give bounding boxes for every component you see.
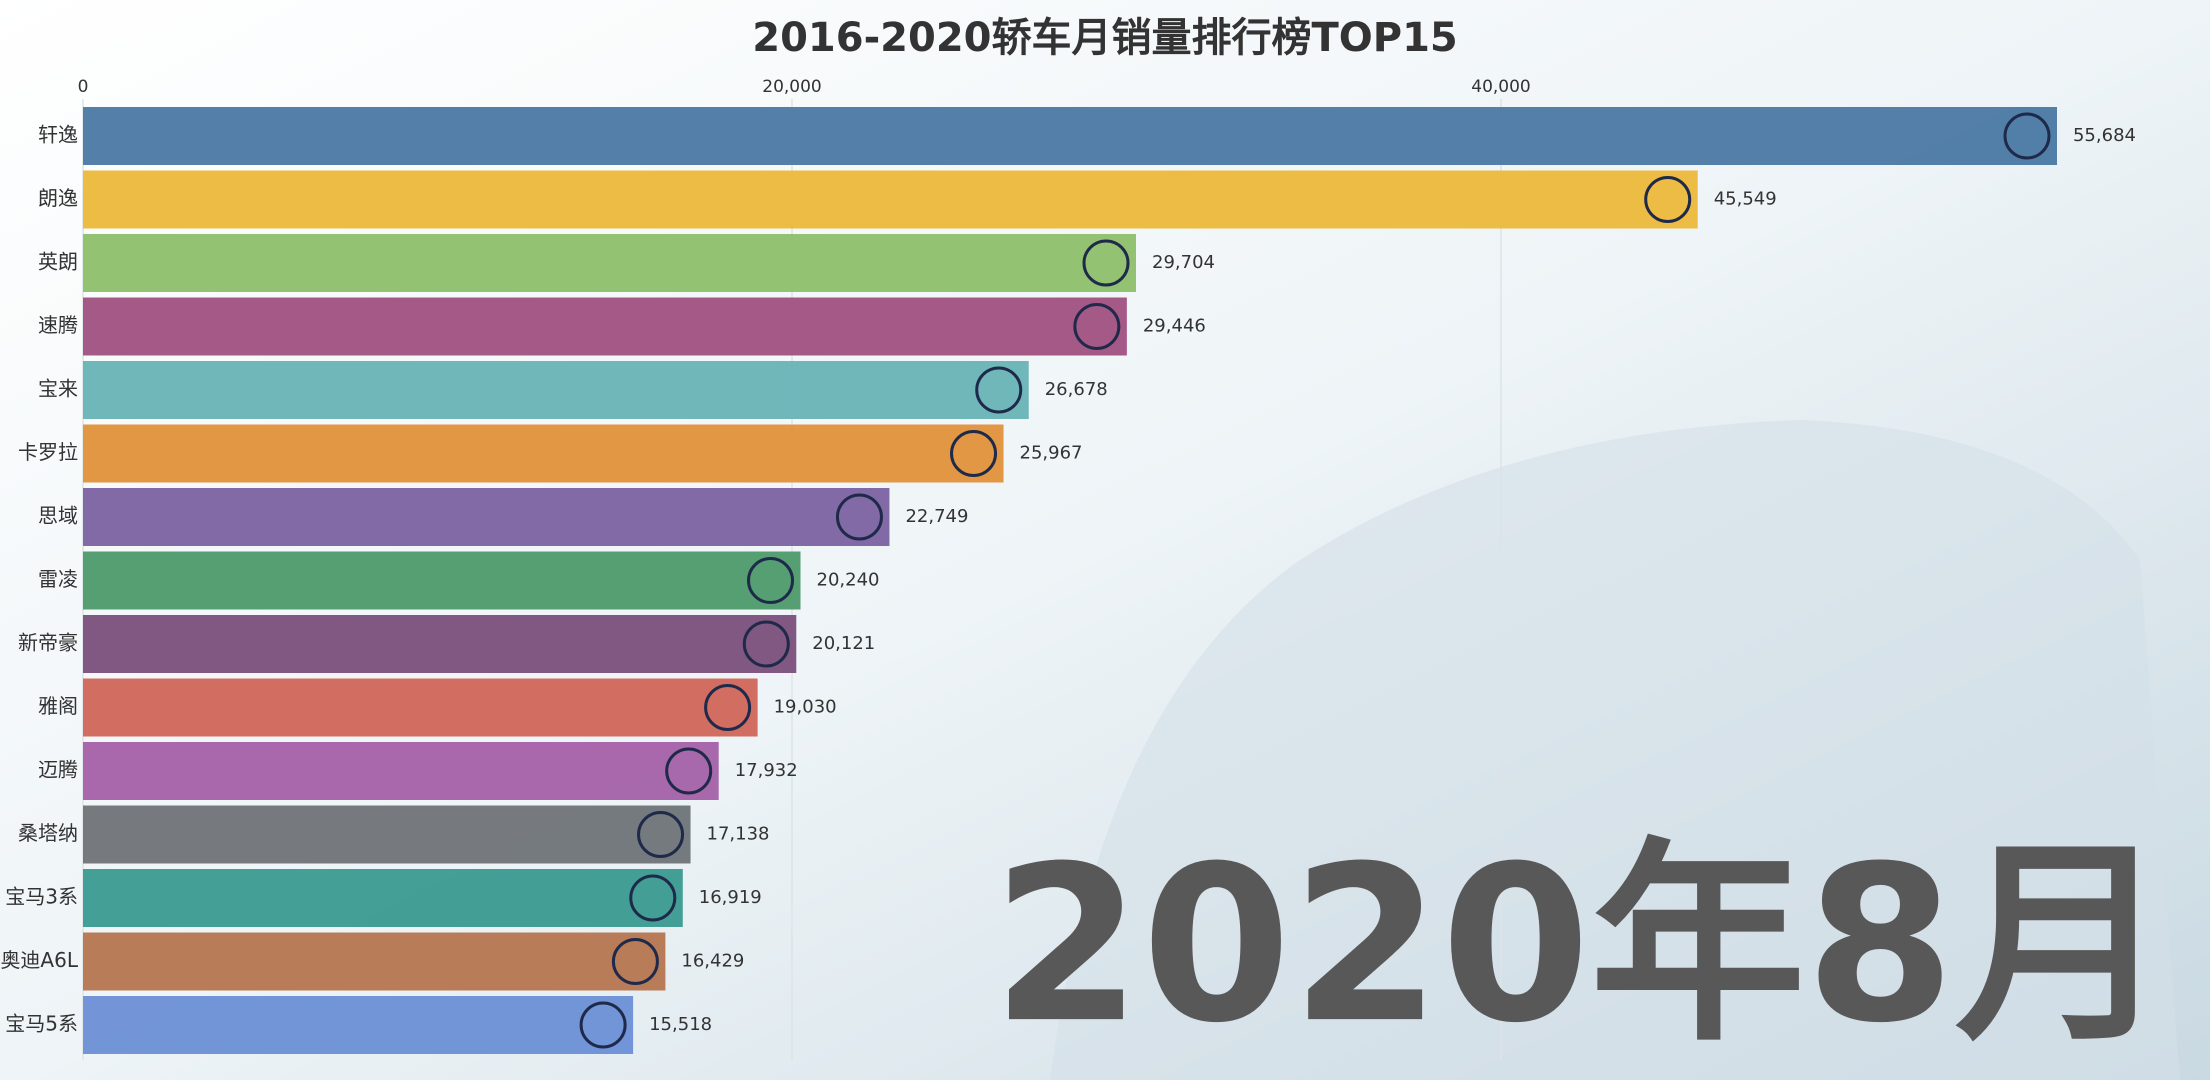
bar [83,678,758,737]
bar [83,297,1127,356]
value-label: 22,749 [905,506,968,527]
category-label: 轩逸 [38,123,78,147]
chart-title: 2016-2020轿车月销量排行榜TOP15 [752,15,1458,61]
bar [83,551,801,610]
bar [83,932,666,991]
brand-logo [1644,176,1692,223]
bar [83,361,1029,419]
brand-logo [611,938,659,985]
brand-logo [1082,239,1130,287]
category-label: 宝马3系 [5,885,78,909]
value-label: 20,121 [812,633,875,654]
category-label: 新帝豪 [18,631,78,655]
value-label: 55,684 [2073,125,2136,146]
value-label: 15,518 [649,1014,712,1035]
brand-logo [2003,112,2051,160]
bar [83,107,2057,165]
brand-logo [975,366,1023,414]
value-label: 29,446 [1143,316,1206,337]
brand-logo [747,557,795,604]
category-label: 奥迪A6L [0,948,78,972]
brand-logo [629,874,677,922]
x-tick-label: 0 [78,77,89,97]
category-label: 宝马5系 [5,1012,78,1036]
brand-logo [1073,303,1121,350]
bar [83,234,1137,292]
period-label: 2020年8月 [992,819,2170,1070]
bar [83,488,890,546]
value-label: 26,678 [1045,379,1108,400]
value-label: 25,967 [1020,443,1083,464]
value-label: 29,704 [1152,252,1215,273]
category-label: 思域 [38,504,78,528]
bar [83,805,691,864]
category-label: 朗逸 [38,186,78,210]
category-label: 英朗 [38,250,78,274]
value-label: 16,919 [699,887,762,908]
category-label: 雷凌 [38,567,78,591]
bar [83,424,1004,483]
value-label: 20,240 [817,570,880,591]
category-label: 速腾 [38,313,78,337]
value-label: 45,549 [1714,189,1777,210]
value-label: 17,138 [707,824,770,845]
category-label: 宝来 [38,377,78,401]
value-label: 19,030 [774,697,837,718]
brand-logo [950,430,998,477]
brand-logo [637,811,685,858]
x-tick-label: 40,000 [1471,77,1530,97]
x-tick-label: 20,000 [762,77,821,97]
brand-logo [835,493,883,541]
category-label: 雅阁 [38,694,78,718]
bar [83,996,634,1054]
car-silhouette [1050,420,2180,1080]
value-label: 16,429 [681,951,744,972]
bar [83,170,1698,229]
bar [83,615,797,673]
value-label: 17,932 [735,760,798,781]
bar [83,742,719,800]
bar [83,869,683,927]
category-label: 迈腾 [38,758,78,782]
category-label: 桑塔纳 [18,821,78,845]
brand-logo [579,1001,627,1049]
brand-logo [742,620,790,668]
category-label: 卡罗拉 [18,440,78,464]
brand-logo [665,747,713,795]
brand-logo [704,684,752,731]
